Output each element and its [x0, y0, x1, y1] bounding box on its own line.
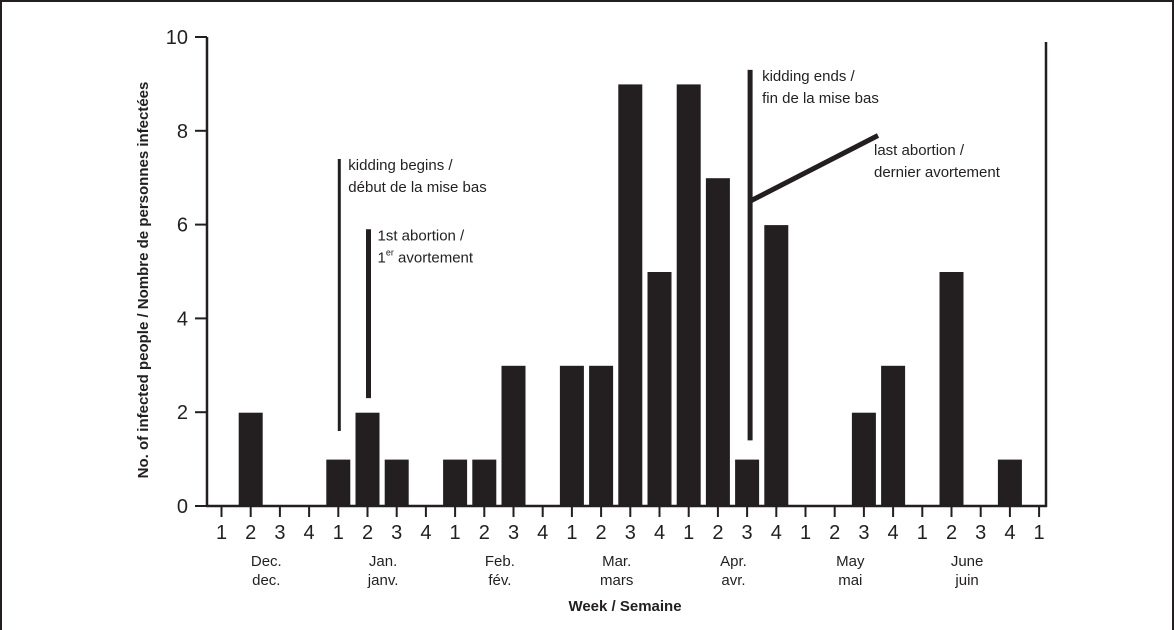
x-tick-label: 3 [274, 522, 285, 544]
first-abortion-superscript: er [386, 247, 394, 257]
x-tick-label: 2 [596, 522, 607, 544]
x-axis-title: Week / Semaine [568, 598, 681, 615]
month-label-fr: fév. [488, 572, 511, 589]
bar [471, 458, 498, 507]
bar [646, 271, 673, 507]
x-tick-label: 4 [888, 522, 899, 544]
kidding-begins-label-fr: début de la mise bas [348, 179, 486, 196]
x-tick-label: 1 [333, 522, 344, 544]
last-abortion-label: last abortion / [874, 142, 965, 159]
x-tick-label: 4 [420, 522, 431, 544]
month-label-en: Jan. [369, 553, 397, 570]
x-tick-label: 3 [858, 522, 869, 544]
x-tick-label: 4 [304, 522, 315, 544]
x-tick-label: 1 [1034, 522, 1045, 544]
month-label-fr: mai [838, 572, 862, 589]
x-tick-label: 3 [625, 522, 636, 544]
month-label-fr: dec. [252, 572, 280, 589]
bar [558, 364, 585, 507]
x-tick-label: 1 [683, 522, 694, 544]
bar [617, 83, 644, 507]
bar [675, 83, 702, 507]
x-tick-label: 2 [245, 522, 256, 544]
x-tick-label: 3 [975, 522, 986, 544]
y-tick-label: 4 [177, 308, 188, 330]
y-tick-label: 6 [177, 215, 188, 237]
x-tick-label: 3 [391, 522, 402, 544]
bar [880, 364, 907, 507]
last-abortion-line [748, 133, 880, 204]
bar [763, 224, 790, 507]
x-tick-label: 1 [450, 522, 461, 544]
month-label-fr: avr. [721, 572, 745, 589]
y-tick-label: 8 [177, 121, 188, 143]
y-axis-title: No. of infected people / Nombre de perso… [135, 82, 152, 479]
x-tick-label: 1 [216, 522, 227, 544]
bar [237, 411, 264, 507]
x-tick-label: 2 [479, 522, 490, 544]
kidding-begins-label: kidding begins / [348, 157, 453, 174]
y-tick-label: 2 [177, 402, 188, 424]
x-tick-label: 2 [362, 522, 373, 544]
bar [588, 364, 615, 507]
bar [383, 458, 410, 507]
first-abortion-prefix: 1 [378, 249, 386, 266]
month-label-en: Feb. [485, 553, 515, 570]
x-tick-label: 4 [1004, 522, 1015, 544]
y-tick-label: 0 [177, 496, 188, 518]
x-tick-label: 1 [566, 522, 577, 544]
bar [704, 177, 731, 507]
x-tick-label: 1 [800, 522, 811, 544]
month-label-en: Apr. [720, 553, 747, 570]
x-tick-label: 1 [917, 522, 928, 544]
y-ticks: 0 2 4 6 8 10 [166, 27, 207, 518]
bar [996, 458, 1023, 507]
x-tick-label: 2 [712, 522, 723, 544]
kidding-ends-label-fr: fin de la mise bas [762, 90, 879, 107]
month-label-en: Dec. [251, 553, 282, 570]
first-abortion-label-fr: 1er avortement [378, 247, 474, 266]
x-tick-label: 4 [771, 522, 782, 544]
bar [734, 458, 761, 507]
first-abortion-label: 1st abortion / [378, 227, 466, 244]
y-tick-label: 10 [166, 27, 188, 49]
bar [938, 271, 965, 507]
x-tick-label: 3 [508, 522, 519, 544]
month-label-en: Mar. [602, 553, 631, 570]
x-tick-label: 4 [654, 522, 665, 544]
x-tick-label: 4 [537, 522, 548, 544]
bar [850, 411, 877, 507]
month-labels: Dec. dec. Jan. janv. Feb. fév. Mar. mars Apr. avr… [251, 553, 983, 589]
last-abortion-label-fr: dernier avortement [874, 164, 1001, 181]
bar [500, 364, 527, 507]
month-label-fr: janv. [367, 572, 399, 589]
x-tick-label: 2 [829, 522, 840, 544]
month-label-fr: mars [600, 572, 633, 589]
bar [354, 411, 381, 507]
bar [442, 458, 469, 507]
bar [325, 458, 352, 507]
month-label-fr: juin [954, 572, 978, 589]
first-abortion-suffix: avortement [394, 249, 474, 266]
x-tick-label: 2 [946, 522, 957, 544]
x-tick-label: 3 [742, 522, 753, 544]
bars [237, 83, 1023, 507]
kidding-ends-label: kidding ends / [762, 68, 855, 85]
month-label-en: May [836, 553, 865, 570]
annotations: kidding begins / début de la mise bas 1st … [337, 68, 1001, 441]
month-label-en: June [951, 553, 984, 570]
